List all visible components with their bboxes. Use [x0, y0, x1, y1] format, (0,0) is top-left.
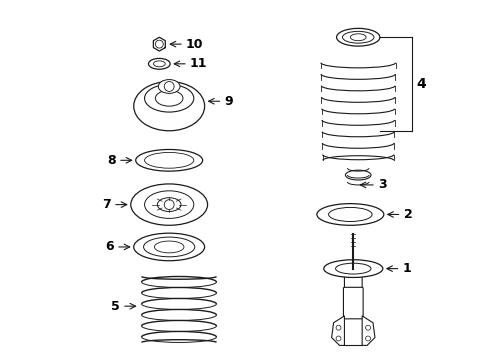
Polygon shape: [331, 316, 344, 345]
Ellipse shape: [342, 31, 373, 43]
Ellipse shape: [335, 263, 370, 274]
Circle shape: [335, 336, 340, 341]
Ellipse shape: [144, 152, 193, 168]
Text: 11: 11: [189, 57, 207, 70]
Text: 2: 2: [403, 208, 411, 221]
Ellipse shape: [136, 149, 202, 171]
Ellipse shape: [155, 90, 183, 106]
Ellipse shape: [323, 260, 382, 278]
FancyBboxPatch shape: [343, 287, 363, 319]
Text: 8: 8: [107, 154, 116, 167]
Ellipse shape: [144, 85, 193, 112]
Circle shape: [365, 336, 370, 341]
Circle shape: [164, 82, 174, 91]
Ellipse shape: [349, 34, 366, 41]
Ellipse shape: [336, 28, 379, 46]
Text: 9: 9: [224, 95, 232, 108]
Ellipse shape: [153, 61, 165, 67]
Ellipse shape: [148, 58, 170, 69]
Text: 6: 6: [105, 240, 114, 253]
Ellipse shape: [316, 204, 383, 225]
Ellipse shape: [143, 237, 194, 257]
Text: 5: 5: [111, 300, 120, 313]
Text: 4: 4: [415, 77, 425, 91]
Ellipse shape: [130, 184, 207, 225]
Circle shape: [155, 40, 163, 48]
Ellipse shape: [157, 198, 181, 212]
FancyBboxPatch shape: [344, 263, 362, 289]
Circle shape: [365, 325, 370, 330]
Ellipse shape: [133, 82, 204, 131]
Text: 1: 1: [402, 262, 410, 275]
Ellipse shape: [158, 80, 180, 93]
Text: 3: 3: [377, 179, 386, 192]
Circle shape: [335, 325, 340, 330]
Ellipse shape: [345, 170, 370, 180]
Ellipse shape: [144, 191, 193, 219]
Text: 7: 7: [102, 198, 111, 211]
Ellipse shape: [133, 233, 204, 261]
Ellipse shape: [154, 241, 183, 253]
Text: 10: 10: [185, 38, 203, 51]
Ellipse shape: [328, 207, 371, 221]
Circle shape: [164, 200, 174, 210]
Polygon shape: [362, 316, 374, 345]
